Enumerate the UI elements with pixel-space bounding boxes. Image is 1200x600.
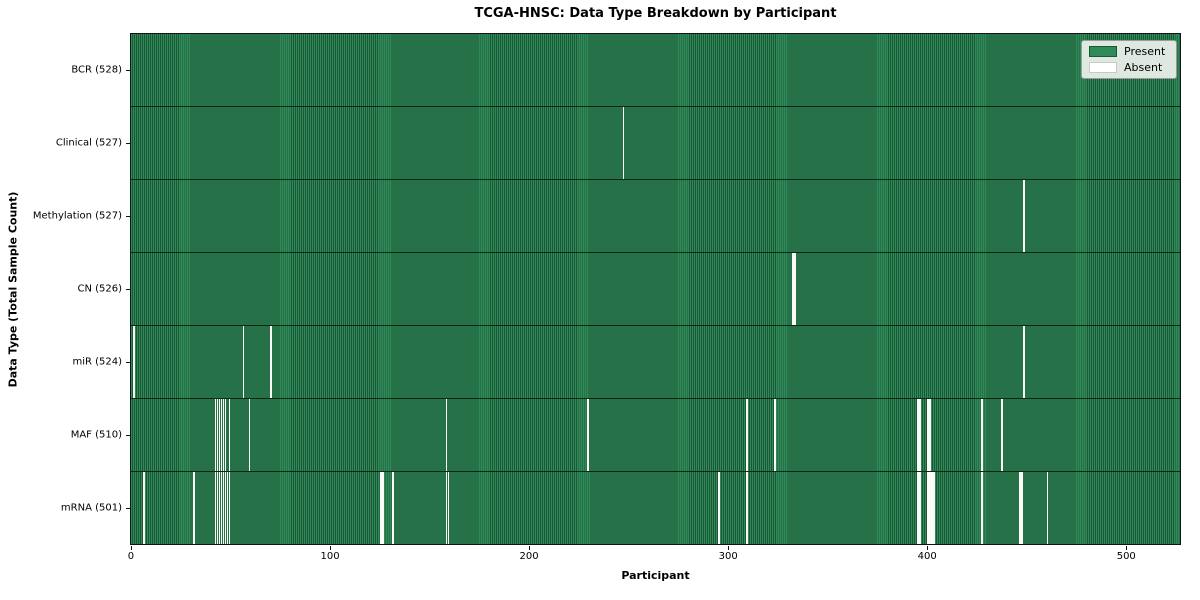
absent-cell [447, 472, 450, 544]
y-tick-label: miR (524) [72, 356, 122, 368]
absent-cell [1018, 472, 1021, 544]
absent-cell [917, 472, 920, 544]
absent-cell [927, 399, 930, 471]
x-axis-label: Participant [621, 569, 690, 582]
absent-cell [216, 472, 219, 544]
absent-cell [919, 472, 922, 544]
x-tick-label: 100 [320, 551, 340, 562]
absent-cell [586, 399, 589, 471]
absent-cell [929, 472, 932, 544]
y-tick-mark [126, 142, 130, 144]
absent-cell [718, 472, 721, 544]
y-tick-label: mRNA (501) [60, 502, 122, 514]
y-tick-label: CN (526) [77, 283, 122, 295]
y-tick-mark [126, 435, 130, 437]
absent-cell [919, 399, 922, 471]
x-tick-mark [130, 546, 132, 550]
absent-cell [214, 472, 217, 544]
absent-cell [1022, 326, 1025, 398]
absent-cell [927, 472, 930, 544]
absent-cell [220, 399, 223, 471]
legend-label-absent: Absent [1124, 61, 1163, 74]
plot-area [130, 33, 1181, 545]
absent-cell [774, 399, 776, 471]
x-tick-label: 400 [917, 551, 937, 562]
x-tick-label: 300 [718, 551, 738, 562]
heatmap-row-mir [131, 326, 1180, 399]
heatmap-row-cn [131, 253, 1180, 326]
absent-cell [133, 326, 135, 398]
absent-cell [929, 399, 932, 471]
x-tick-label: 500 [1116, 551, 1136, 562]
absent-cell [220, 472, 223, 544]
absent-cell [379, 472, 382, 544]
legend-item-present: Present [1089, 46, 1169, 57]
absent-cell [746, 399, 748, 471]
absent-cell [391, 472, 394, 544]
absent-cell [214, 399, 217, 471]
absent-cell [792, 253, 794, 325]
heatmap-row-clinical [131, 107, 1180, 180]
absent-cell [445, 472, 448, 544]
absent-cell [381, 472, 384, 544]
y-tick-mark [126, 289, 130, 290]
heatmap-row-mrna [131, 472, 1180, 544]
x-tick-mark [927, 546, 929, 550]
absent-cell [270, 326, 273, 398]
absent-cell [218, 472, 221, 544]
absent-cell [933, 472, 936, 544]
legend-swatch-present-icon [1089, 46, 1117, 57]
heatmap-row-bcr [131, 34, 1180, 107]
legend-label-present: Present [1124, 45, 1166, 58]
absent-cell [1020, 472, 1023, 544]
absent-cell [228, 399, 231, 471]
legend: Present Absent [1081, 40, 1177, 79]
absent-cell [917, 399, 920, 471]
absent-cell [222, 399, 225, 471]
absent-cell [242, 326, 245, 398]
absent-cell [793, 253, 796, 325]
absent-cell [1001, 399, 1003, 471]
absent-cell [622, 107, 625, 179]
absent-cell [1022, 180, 1025, 252]
absent-cell [218, 399, 221, 471]
x-tick-label: 0 [127, 551, 135, 562]
absent-cell [216, 399, 219, 471]
y-tick-mark [126, 362, 130, 364]
x-tick-mark [1126, 546, 1128, 550]
absent-cell [1046, 472, 1049, 544]
y-tick-label: Methylation (527) [32, 210, 122, 222]
y-tick-mark [126, 508, 130, 510]
absent-cell [981, 399, 983, 471]
legend-item-absent: Absent [1089, 62, 1169, 73]
heatmap-row-maf [131, 399, 1180, 472]
absent-cell [224, 399, 227, 471]
absent-cell [248, 399, 251, 471]
absent-cell [445, 399, 448, 471]
absent-cell [931, 472, 934, 544]
absent-cell [226, 472, 229, 544]
y-tick-label: MAF (510) [70, 429, 122, 441]
x-tick-mark [529, 546, 531, 550]
x-tick-label: 200 [519, 551, 539, 562]
legend-swatch-absent-icon [1089, 62, 1117, 73]
absent-cell [192, 472, 195, 544]
absent-cell [143, 472, 145, 544]
absent-cell [228, 472, 231, 544]
absent-cell [222, 472, 225, 544]
y-tick-mark [126, 69, 130, 71]
x-tick-mark [330, 546, 332, 550]
chart-title: TCGA-HNSC: Data Type Breakdown by Partic… [474, 6, 837, 21]
absent-cell [224, 472, 227, 544]
absent-cell [981, 472, 983, 544]
y-tick-mark [126, 215, 130, 217]
heatmap-row-methylation [131, 180, 1180, 253]
absent-cell [746, 472, 748, 544]
y-tick-label: Clinical (527) [55, 137, 122, 149]
x-tick-mark [728, 546, 730, 550]
y-tick-label: BCR (528) [71, 64, 122, 76]
